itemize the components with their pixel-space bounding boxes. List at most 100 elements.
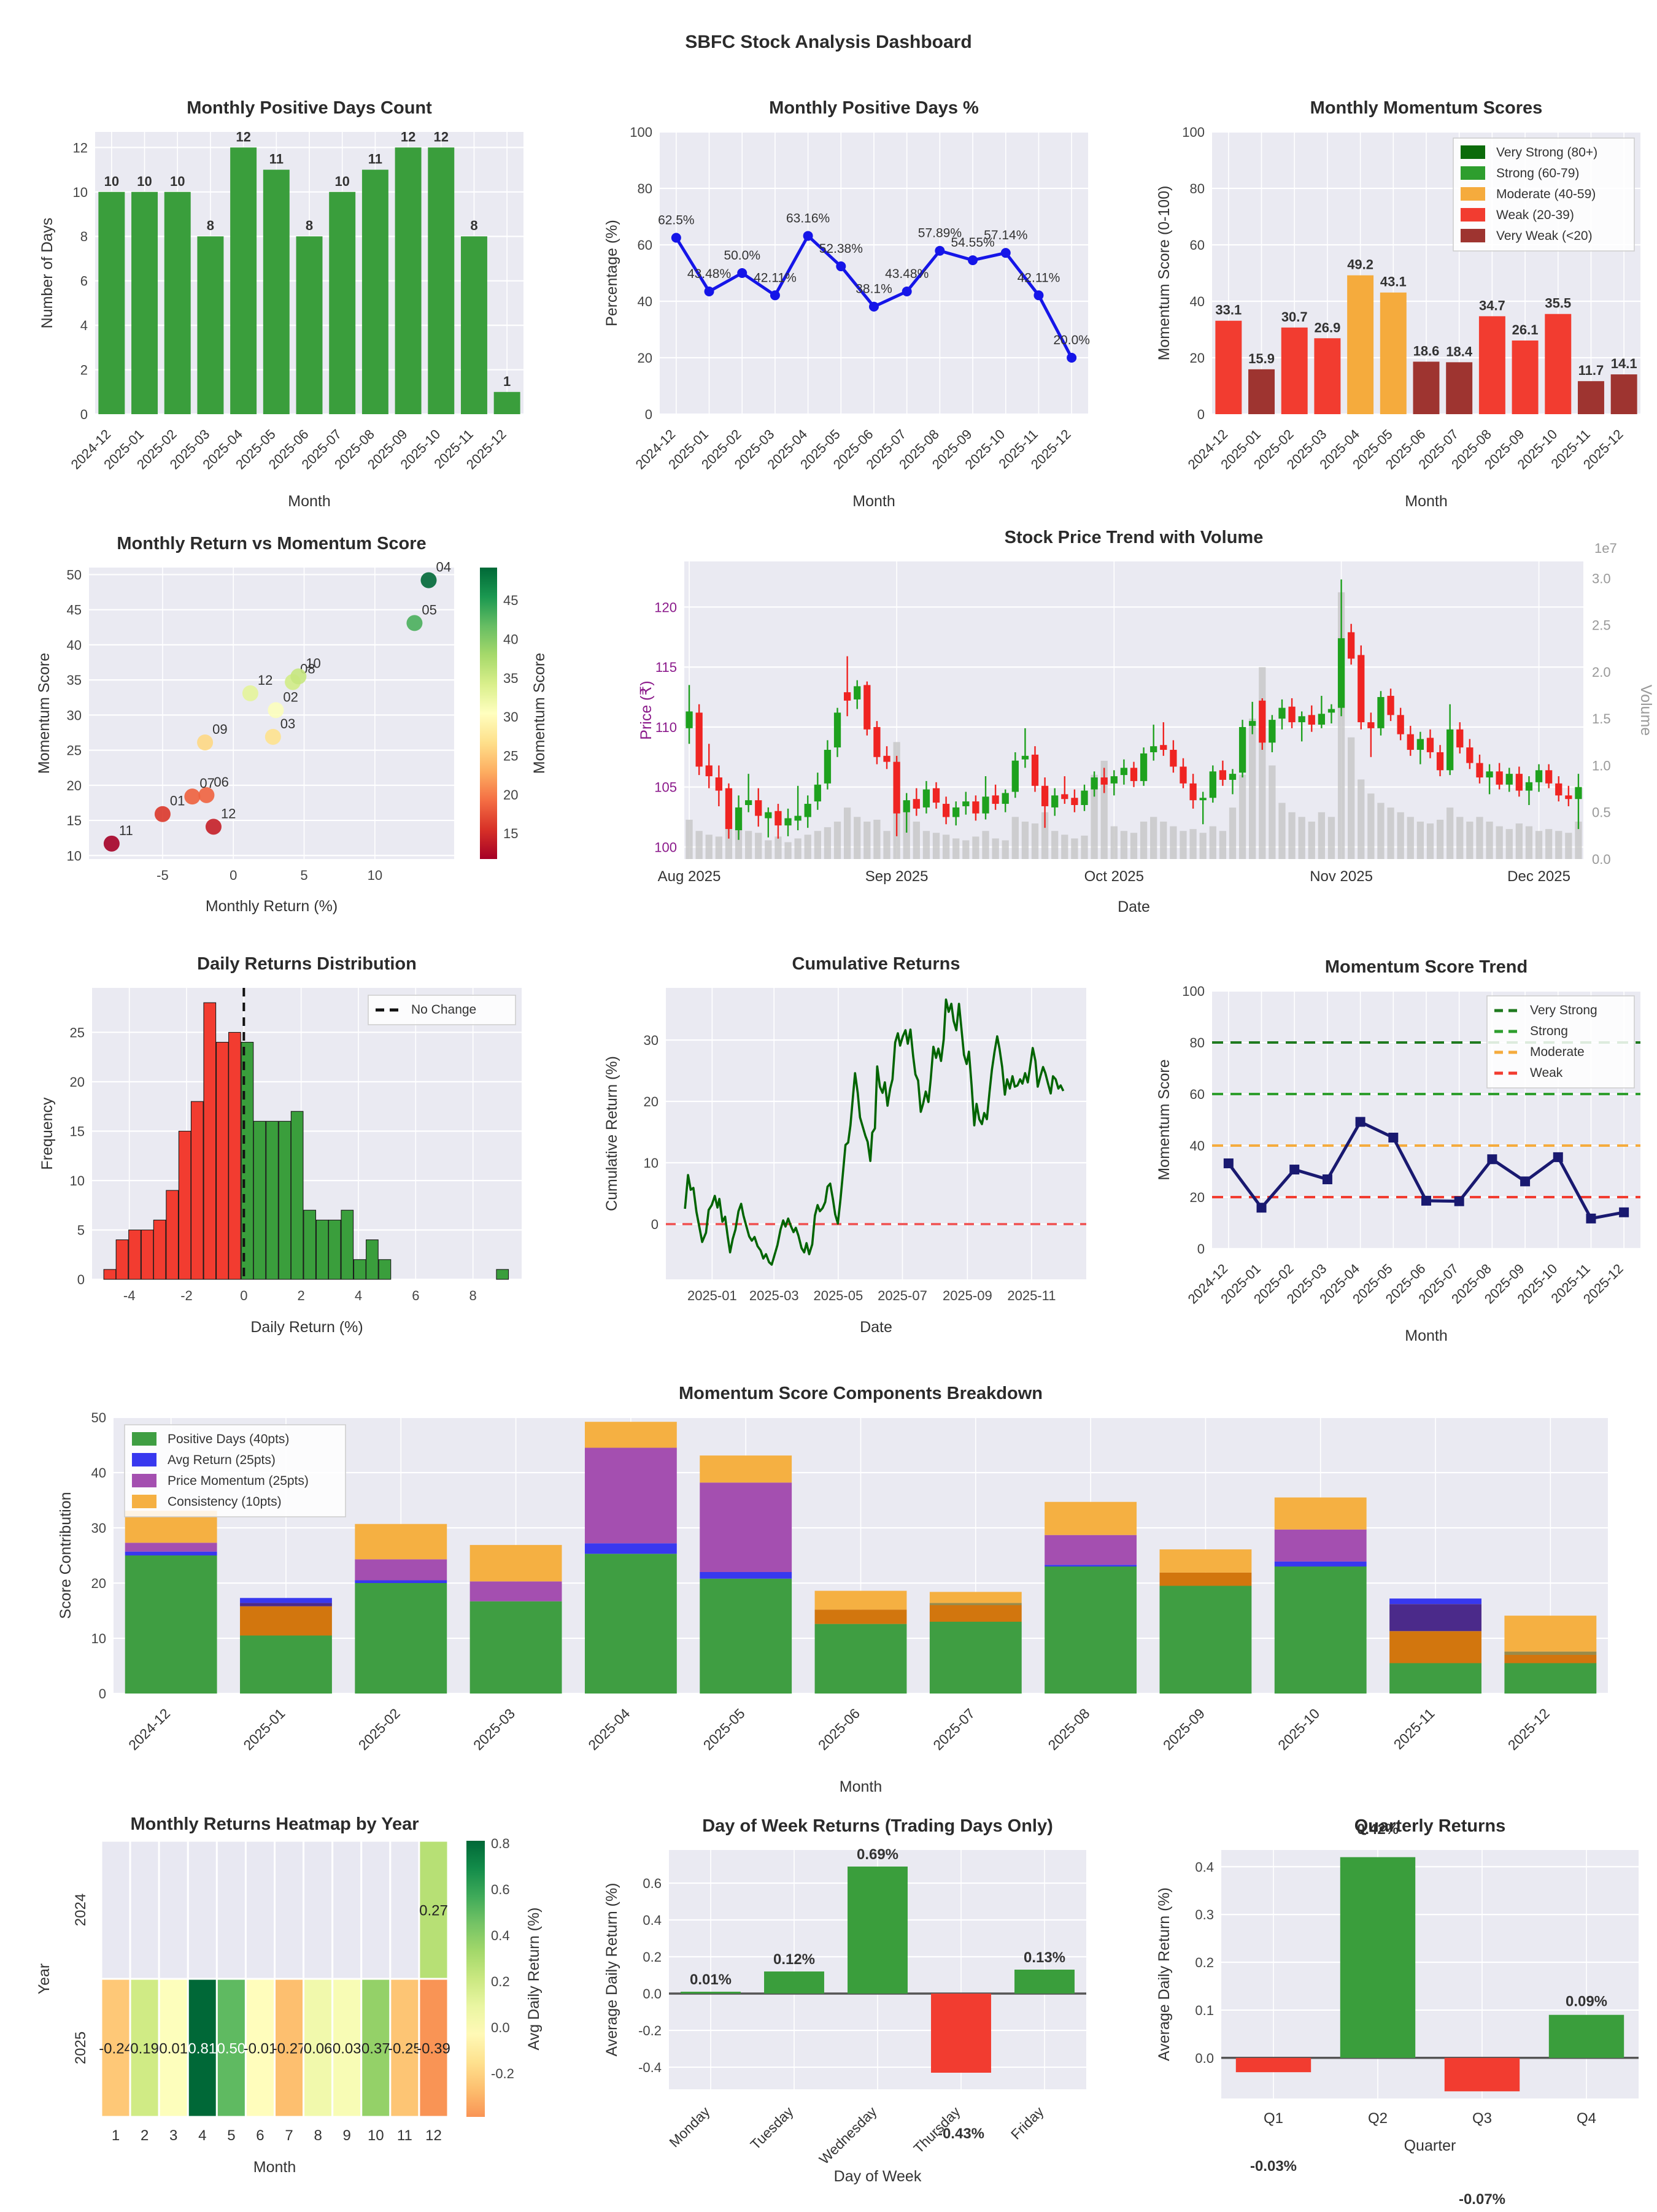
svg-text:0: 0 (240, 1288, 247, 1303)
svg-text:06: 06 (214, 774, 228, 790)
svg-text:10: 10 (644, 1155, 659, 1171)
svg-text:5: 5 (300, 868, 307, 883)
svg-text:30: 30 (503, 709, 518, 725)
svg-text:Year: Year (36, 1963, 53, 1995)
svg-text:100: 100 (654, 839, 677, 855)
svg-text:Percentage (%): Percentage (%) (603, 220, 620, 326)
svg-text:0: 0 (1197, 407, 1205, 422)
svg-text:11.7: 11.7 (1578, 363, 1604, 378)
svg-text:60: 60 (1190, 237, 1205, 253)
panel-price-volume: 100 105 110 115 120 0.0 0.5 1.0 1.5 2.0 2.5 3.0 1e7 A… (635, 525, 1657, 927)
svg-text:9: 9 (343, 2127, 351, 2144)
svg-text:2: 2 (298, 1288, 305, 1303)
svg-text:-0.4: -0.4 (638, 2060, 662, 2075)
svg-text:-0.25: -0.25 (388, 2041, 422, 2057)
svg-text:15: 15 (503, 826, 518, 841)
svg-text:Quarterly Returns: Quarterly Returns (1354, 1816, 1506, 1836)
svg-text:Momentum Score: Momentum Score (1156, 1059, 1173, 1180)
svg-text:-0.24: -0.24 (99, 2041, 133, 2057)
svg-text:Date: Date (1118, 898, 1150, 915)
svg-text:-0.27: -0.27 (272, 2041, 306, 2057)
panel-monthly-positive-days-count: 0 2 4 6 8 10 12 10 10 10 8 12 11 8 10 11 12 12 8 1 2024-12 20… (34, 86, 537, 518)
svg-text:60: 60 (1190, 1087, 1205, 1102)
svg-text:10: 10 (137, 174, 152, 189)
daily-returns-histogram-chart: -4 -2 0 2 4 6 8 0 5 10 15 20 25 No Change Daily Return… (39, 954, 522, 1336)
svg-text:80: 80 (1190, 1035, 1205, 1050)
svg-text:Price Momentum (25pts): Price Momentum (25pts) (168, 1474, 309, 1488)
panel-monthly-positive-days-pct: 0 20 40 60 80 100 62.5% 43.48% 50.0% 42.11% 63.16%… (598, 86, 1102, 518)
svg-text:Nov 2025: Nov 2025 (1310, 868, 1373, 885)
monthly-momentum-scores-chart: 0 20 40 60 80 100 33.1 15.9 30.7 26.9 49.2 43.1 18.6… (1156, 98, 1640, 510)
svg-text:0: 0 (651, 1217, 659, 1232)
svg-text:Very Weak (<20): Very Weak (<20) (1496, 229, 1593, 243)
svg-text:2025-03: 2025-03 (470, 1705, 518, 1753)
svg-text:62.5%: 62.5% (658, 214, 695, 228)
svg-text:10: 10 (306, 655, 320, 671)
svg-text:0.42%: 0.42% (1357, 1821, 1399, 1838)
svg-text:0.4: 0.4 (643, 1913, 662, 1928)
svg-text:57.14%: 57.14% (984, 228, 1027, 242)
svg-text:12: 12 (258, 672, 272, 688)
dashboard-title: SBFC Stock Analysis Dashboard (685, 32, 972, 52)
svg-text:40: 40 (1190, 1138, 1205, 1154)
svg-text:26.9: 26.9 (1315, 320, 1341, 335)
svg-text:11: 11 (269, 152, 284, 167)
svg-text:02: 02 (283, 689, 298, 704)
svg-text:20: 20 (67, 778, 82, 793)
svg-text:10: 10 (67, 848, 82, 863)
svg-text:6: 6 (80, 274, 88, 289)
svg-text:1: 1 (503, 374, 511, 389)
svg-text:80: 80 (1190, 181, 1205, 196)
svg-text:-5: -5 (156, 868, 169, 883)
svg-text:11: 11 (397, 2127, 412, 2144)
svg-text:2025-09: 2025-09 (1160, 1705, 1208, 1753)
svg-text:0.0: 0.0 (491, 2020, 510, 2035)
svg-text:Very Strong (80+): Very Strong (80+) (1496, 145, 1597, 160)
svg-text:42.11%: 42.11% (754, 271, 797, 285)
svg-text:-0.43%: -0.43% (938, 2125, 984, 2142)
svg-text:Score Contribution: Score Contribution (57, 1492, 74, 1619)
panel-day-of-week-returns: -0.4 -0.2 0.0 0.2 0.4 0.6 0.01% 0.12% 0.69% -0.43… (598, 1807, 1102, 2212)
svg-text:38.1%: 38.1% (856, 282, 892, 296)
svg-text:0.6: 0.6 (491, 1882, 510, 1897)
svg-text:15: 15 (67, 813, 82, 828)
svg-text:12: 12 (236, 129, 250, 144)
svg-text:1.5: 1.5 (1592, 711, 1611, 726)
svg-text:2024-12: 2024-12 (125, 1705, 173, 1753)
svg-text:20.0%: 20.0% (1053, 333, 1090, 347)
svg-text:2025-11: 2025-11 (1007, 1288, 1056, 1303)
svg-text:0.5: 0.5 (1592, 805, 1611, 820)
svg-text:0.2: 0.2 (491, 1974, 510, 1989)
svg-text:0.01: 0.01 (159, 2041, 188, 2057)
svg-text:2025-02: 2025-02 (355, 1705, 403, 1753)
svg-text:0: 0 (99, 1686, 106, 1701)
svg-text:50.0%: 50.0% (724, 249, 760, 263)
svg-text:Moderate (40-59): Moderate (40-59) (1496, 187, 1596, 201)
svg-text:No Change: No Change (411, 1003, 476, 1017)
svg-text:Monthly Returns Heatmap by Yea: Monthly Returns Heatmap by Year (130, 1814, 419, 1834)
svg-text:Day of Week: Day of Week (834, 2168, 922, 2185)
svg-text:Aug 2025: Aug 2025 (658, 868, 721, 885)
svg-text:2025-08: 2025-08 (1045, 1705, 1093, 1753)
svg-text:15.9: 15.9 (1248, 351, 1275, 366)
svg-text:Monthly Return vs Momentum Sco: Monthly Return vs Momentum Score (117, 534, 426, 553)
svg-text:4: 4 (355, 1288, 362, 1303)
svg-text:7: 7 (285, 2127, 293, 2144)
svg-text:5: 5 (77, 1222, 85, 1238)
svg-text:0.12%: 0.12% (773, 1951, 815, 1968)
svg-text:0.19: 0.19 (130, 2041, 159, 2057)
momentum-score-trend-chart: 0 20 40 60 80 100 Very Strong Strong Moderate Wea… (1156, 957, 1640, 1344)
svg-text:09: 09 (212, 722, 227, 737)
svg-text:Avg Daily Return (%): Avg Daily Return (%) (525, 1908, 543, 2051)
svg-text:07: 07 (199, 776, 214, 791)
panel-return-vs-momentum: -5 0 5 10 10 15 20 25 30 35 40 45 50 12 01 02 03 04 05 06 07… (31, 525, 548, 927)
svg-text:52.38%: 52.38% (819, 242, 863, 256)
svg-text:Cumulative Return (%): Cumulative Return (%) (603, 1056, 620, 1211)
svg-text:Q1: Q1 (1264, 2110, 1283, 2127)
svg-text:5: 5 (227, 2127, 235, 2144)
svg-text:40: 40 (1190, 294, 1205, 309)
svg-text:35: 35 (503, 671, 518, 686)
svg-text:Weak (20-39): Weak (20-39) (1496, 208, 1574, 222)
panel-returns-heatmap: 0.27 -0.24 0.19 0.01 0.81 0.50 -0.01 -0.27 0.06 0… (31, 1807, 549, 2212)
